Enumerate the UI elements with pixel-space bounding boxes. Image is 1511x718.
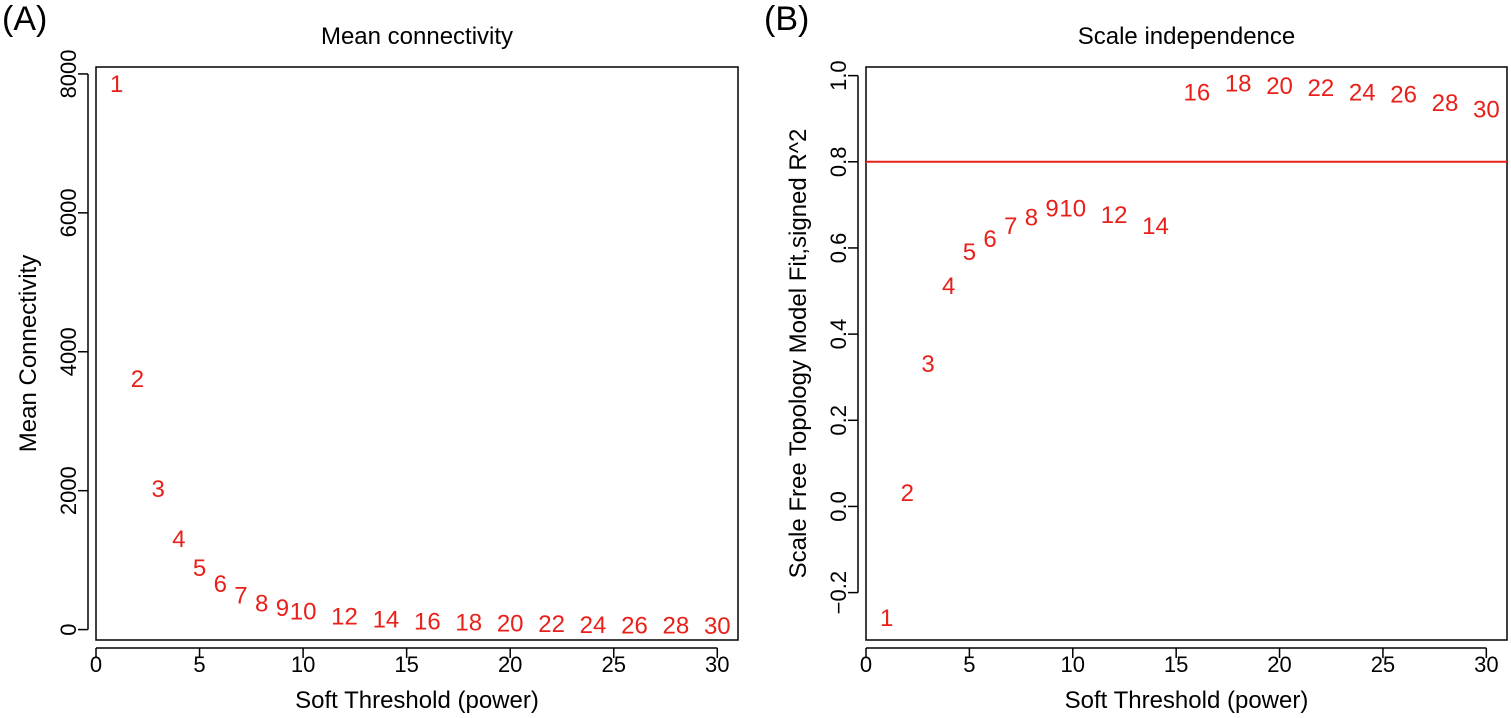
x-tick-label: 10 [291, 652, 315, 677]
x-tick-label: 5 [963, 652, 975, 677]
data-point-label: 6 [983, 226, 996, 253]
y-tick-label: 0.4 [826, 319, 851, 350]
data-point-label: 8 [255, 590, 268, 617]
y-tick-label: 0.8 [826, 146, 851, 177]
x-axis-label: Soft Threshold (power) [295, 687, 539, 714]
y-tick-label: 1.0 [826, 60, 851, 91]
data-point-label: 3 [151, 476, 164, 503]
data-point-label: 4 [172, 526, 185, 553]
data-point-label: 5 [963, 239, 976, 266]
data-point-label: 10 [1059, 196, 1086, 223]
y-tick-label: −0.2 [826, 571, 851, 614]
x-tick-label: 15 [394, 652, 418, 677]
y-tick-label: 8000 [56, 49, 81, 98]
y-tick-label: 0.2 [826, 405, 851, 436]
data-point-label: 7 [234, 583, 247, 610]
data-point-label: 2 [901, 480, 914, 507]
data-point-label: 30 [1473, 97, 1500, 124]
x-tick-label: 0 [90, 652, 102, 677]
data-point-label: 28 [1432, 90, 1459, 117]
y-tick-label: 2000 [56, 466, 81, 515]
panel-label-b: (B) [764, 0, 810, 38]
data-point-label: 18 [455, 609, 482, 636]
panel-label-a: (A) [2, 0, 48, 38]
data-point-label: 4 [942, 273, 955, 300]
y-tick-label: 4000 [56, 327, 81, 376]
chart-title: Mean connectivity [321, 23, 513, 50]
data-point-label: 14 [1142, 213, 1169, 240]
plot-frame [95, 66, 739, 641]
y-tick-label: 0 [56, 623, 81, 635]
x-tick-label: 20 [1267, 652, 1291, 677]
data-point-label: 9 [1045, 196, 1058, 223]
plot-frame [865, 66, 1508, 641]
data-point-label: 20 [497, 611, 524, 638]
chart-title: Scale independence [1078, 23, 1296, 50]
data-point-label: 5 [193, 555, 206, 582]
data-point-label: 18 [1225, 71, 1252, 98]
x-tick-label: 0 [860, 652, 872, 677]
x-tick-label: 20 [498, 652, 522, 677]
data-point-label: 8 [1025, 204, 1038, 231]
data-point-label: 16 [1183, 79, 1210, 106]
data-point-label: 1 [110, 71, 123, 98]
x-tick-label: 15 [1164, 652, 1188, 677]
x-tick-label: 30 [705, 652, 729, 677]
data-point-label: 16 [414, 608, 441, 635]
y-tick-label: 6000 [56, 188, 81, 237]
data-point-label: 26 [621, 612, 648, 639]
data-point-label: 30 [704, 613, 731, 640]
x-axis-label: Soft Threshold (power) [1065, 687, 1309, 714]
y-axis-label: Mean Connectivity [15, 255, 42, 452]
data-point-label: 22 [1308, 75, 1335, 102]
data-point-label: 1 [880, 605, 893, 632]
x-tick-label: 5 [193, 652, 205, 677]
data-point-label: 14 [373, 606, 400, 633]
data-point-label: 20 [1266, 73, 1293, 100]
data-point-label: 2 [131, 366, 144, 393]
data-point-label: 3 [921, 351, 934, 378]
data-point-label: 7 [1004, 213, 1017, 240]
data-point-label: 24 [580, 612, 607, 639]
data-point-label: 12 [1101, 202, 1128, 229]
data-point-label: 6 [214, 571, 227, 598]
x-tick-label: 30 [1474, 652, 1498, 677]
x-tick-label: 25 [601, 652, 625, 677]
x-tick-label: 10 [1061, 652, 1085, 677]
y-axis-label: Scale Free Topology Model Fit,signed R^2 [785, 129, 812, 579]
data-point-label: 9 [276, 595, 289, 622]
data-point-label: 26 [1390, 82, 1417, 109]
y-tick-label: 0.6 [826, 233, 851, 264]
y-tick-label: 0.0 [826, 491, 851, 522]
data-point-label: 24 [1349, 79, 1376, 106]
data-point-label: 22 [538, 611, 565, 638]
data-point-label: 10 [290, 599, 317, 626]
x-tick-label: 25 [1371, 652, 1395, 677]
data-point-label: 12 [331, 604, 358, 631]
data-point-label: 28 [663, 613, 690, 640]
